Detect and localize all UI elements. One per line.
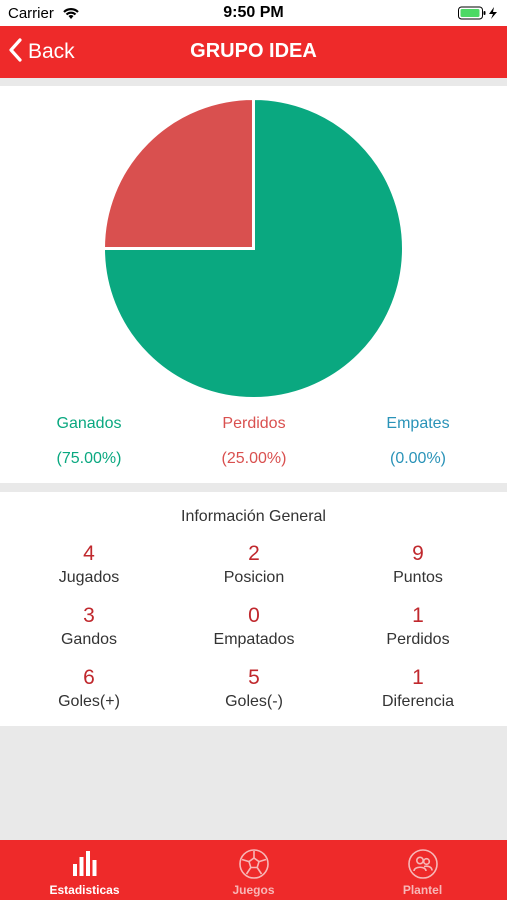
stat-label: Gandos <box>60 631 118 648</box>
clock: 9:50 PM <box>223 4 284 21</box>
legend-won-percent: (75.00%) <box>56 450 122 467</box>
stat-jugados: 4 Jugados <box>4 542 174 589</box>
stat-label: Perdidos <box>386 631 450 648</box>
info-card: Información General 4 Jugados 2 Posicion… <box>0 492 507 726</box>
stat-empatados: 0 Empatados <box>169 604 339 651</box>
stat-goles-contra: 5 Goles(-) <box>169 666 339 713</box>
tab-estadisticas[interactable]: Estadisticas <box>0 840 169 900</box>
stat-puntos: 9 Puntos <box>333 542 503 589</box>
tab-label: Plantel <box>402 883 443 897</box>
legend-lost-label: Perdidos <box>222 415 286 432</box>
stat-value: 6 <box>83 666 95 689</box>
stat-value: 1 <box>412 666 424 689</box>
legend-lost-percent: (25.00%) <box>221 450 287 467</box>
stat-gandos: 3 Gandos <box>4 604 174 651</box>
legend-won-label: Ganados <box>56 415 122 432</box>
stat-label: Jugados <box>58 569 120 586</box>
stat-value: 5 <box>248 666 260 689</box>
legend-draw-percent: (0.00%) <box>389 450 447 467</box>
stat-goles-favor: 6 Goles(+) <box>4 666 174 713</box>
stat-value: 0 <box>248 604 260 627</box>
results-pie-chart <box>101 96 405 400</box>
stat-posicion: 2 Posicion <box>169 542 339 589</box>
back-button[interactable]: Back <box>8 35 75 69</box>
team-icon <box>338 848 507 880</box>
stat-label: Diferencia <box>381 693 455 710</box>
info-title: Información General <box>181 508 326 525</box>
tab-label: Estadisticas <box>49 883 120 897</box>
page-title: GRUPO IDEA <box>190 40 317 62</box>
stat-value: 4 <box>83 542 95 565</box>
stat-label: Puntos <box>393 569 443 586</box>
pie-slice-ganados[interactable] <box>101 96 405 400</box>
tab-juegos[interactable]: Juegos <box>169 840 338 900</box>
nav-bar: Back GRUPO IDEA <box>0 26 507 78</box>
bar-chart-icon <box>0 848 169 878</box>
stat-perdidos: 1 Perdidos <box>333 604 503 651</box>
stat-label: Empatados <box>213 631 295 648</box>
carrier-label: Carrier <box>8 5 54 22</box>
soccer-ball-icon <box>169 848 338 880</box>
stat-value: 9 <box>412 542 424 565</box>
chevron-left-icon <box>8 37 22 67</box>
legend-draw-label: Empates <box>386 415 450 432</box>
stat-value: 3 <box>83 604 95 627</box>
chart-card: Ganados Perdidos Empates (75.00%) (25.00… <box>0 86 507 483</box>
battery-icon <box>458 6 502 25</box>
tab-label: Juegos <box>232 883 275 897</box>
stat-label: Goles(+) <box>58 693 120 710</box>
stat-label: Goles(-) <box>225 693 283 710</box>
pie-slice-perdidos[interactable] <box>101 96 255 250</box>
stat-value: 2 <box>248 542 260 565</box>
stat-value: 1 <box>412 604 424 627</box>
tab-plantel[interactable]: Plantel <box>338 840 507 900</box>
stat-diferencia: 1 Diferencia <box>333 666 503 713</box>
wifi-icon <box>62 6 80 25</box>
back-label: Back <box>28 40 75 63</box>
status-bar: Carrier 9:50 PM <box>0 0 507 26</box>
stat-label: Posicion <box>223 569 285 586</box>
tab-bar: Estadisticas Juegos Plan <box>0 840 507 900</box>
